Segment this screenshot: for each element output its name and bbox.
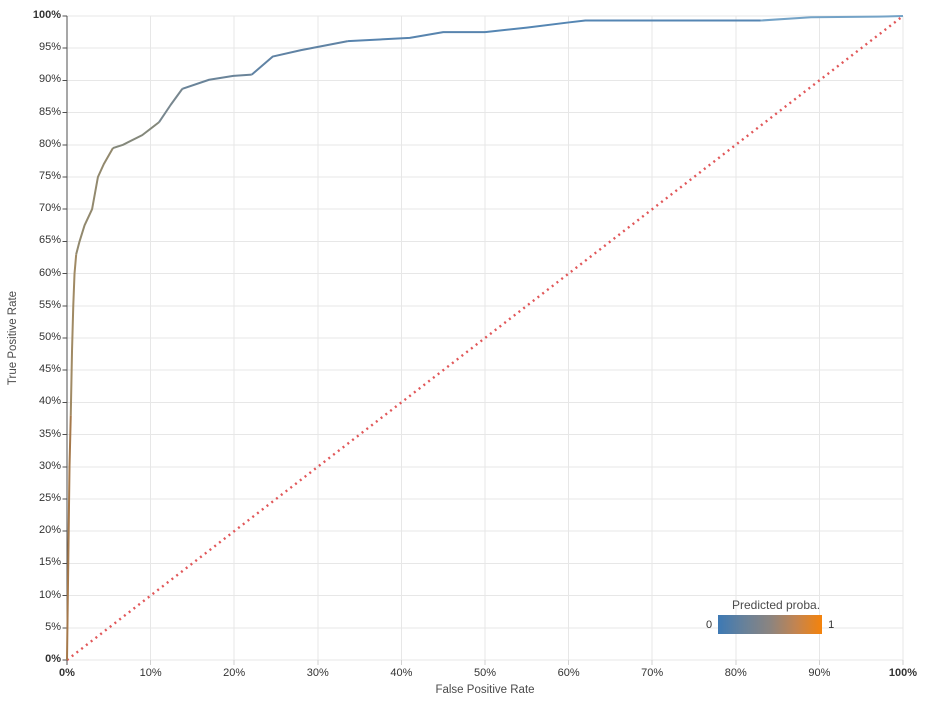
x-tick-label: 10% — [139, 667, 162, 679]
y-tick-label: 60% — [38, 266, 61, 279]
y-tick-label: 35% — [38, 427, 61, 440]
y-tick-label: 25% — [38, 492, 61, 504]
x-tick-label: 0% — [59, 667, 75, 679]
x-tick-label: 60% — [557, 667, 580, 679]
x-tick-label: 80% — [724, 667, 747, 679]
y-tick-label: 10% — [38, 588, 61, 601]
y-tick-label: 90% — [38, 73, 61, 86]
y-tick-label: 40% — [38, 395, 61, 408]
y-tick-label: 50% — [38, 331, 61, 343]
y-tick-label: 70% — [38, 202, 61, 215]
legend-min-label: 0 — [706, 618, 713, 631]
y-tick-label: 100% — [32, 9, 61, 21]
x-tick-label: 90% — [808, 667, 831, 679]
x-tick-label: 100% — [888, 667, 918, 679]
y-tick-label: 55% — [38, 298, 61, 311]
y-tick-label: 75% — [38, 170, 61, 182]
y-tick-label: 0% — [45, 653, 61, 665]
legend-gradient-bar — [718, 615, 823, 634]
x-tick-label: 20% — [223, 667, 246, 679]
color-legend: Predicted proba. 0 1 — [706, 598, 834, 634]
x-axis-title: False Positive Rate — [435, 684, 535, 696]
x-tick-label: 70% — [641, 667, 664, 679]
y-tick-label: 45% — [38, 363, 61, 376]
y-tick-label: 30% — [38, 459, 61, 472]
y-tick-label: 65% — [38, 234, 61, 247]
y-tick-label: 80% — [38, 137, 61, 150]
y-tick-label: 15% — [38, 556, 61, 569]
x-tick-label: 30% — [306, 667, 329, 679]
x-tick-label: 40% — [390, 667, 413, 679]
legend-title: Predicted proba. — [731, 598, 821, 612]
legend-gradient-row: 0 1 — [706, 615, 834, 634]
y-axis-title: True Positive Rate — [7, 290, 19, 386]
y-tick-label: 85% — [38, 105, 61, 118]
legend-max-label: 1 — [828, 618, 835, 631]
y-tick-label: 20% — [38, 524, 61, 537]
y-tick-label: 95% — [38, 41, 61, 54]
x-tick-label: 50% — [473, 667, 497, 679]
y-tick-label: 5% — [45, 620, 61, 633]
